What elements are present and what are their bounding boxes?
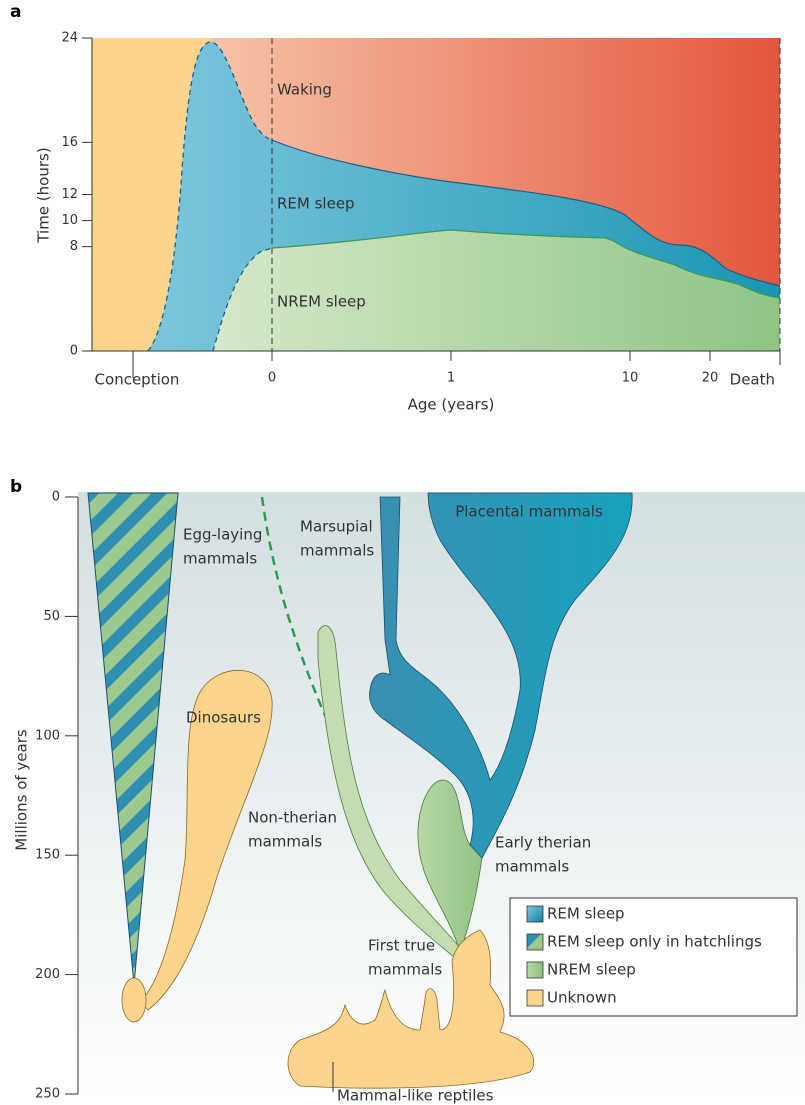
y-tick-label: 100: [35, 728, 60, 743]
figure: a Time (hours) 0 8 10 12 16 24 0 1 10 20 Conception D…: [0, 0, 805, 1105]
group-label: mammals: [248, 833, 322, 851]
x-tick-label: 1: [447, 371, 455, 386]
group-label: mammals: [368, 961, 442, 979]
y-tick-label: 150: [35, 848, 60, 863]
panel-label: b: [10, 477, 22, 497]
legend-label: REM sleep: [547, 905, 625, 923]
legend-swatch: [527, 990, 543, 1006]
y-tick-label: 8: [70, 239, 78, 254]
x-tick-label: 20: [702, 371, 719, 386]
y-tick-label: 0: [70, 344, 78, 359]
group-label: Mammal-like reptiles: [337, 1087, 494, 1105]
panel-label: a: [10, 2, 21, 22]
legend-swatch: [527, 962, 543, 978]
y-tick-label: 24: [61, 31, 78, 46]
y-tick-label: 0: [52, 490, 60, 505]
y-axis-title: Millions of years: [13, 729, 31, 851]
x-tick-label: 10: [622, 371, 639, 386]
y-tick-label: 250: [35, 1087, 60, 1102]
group-label: Early therian: [495, 834, 591, 852]
group-label: Dinosaurs: [186, 709, 261, 727]
legend-label: Unknown: [547, 989, 617, 1007]
legend-swatch: [527, 906, 543, 922]
y-axis-title: Time (hours): [35, 147, 53, 243]
group-label: Marsupial: [300, 518, 373, 536]
y-tick-label: 12: [61, 187, 78, 202]
group-label: Non-therian: [248, 809, 337, 827]
group-label: Placental mammals: [455, 503, 603, 521]
region-label: Waking: [277, 81, 332, 99]
group-label: Egg-laying: [183, 526, 262, 544]
legend-swatch: [527, 934, 543, 950]
y-tick-label: 50: [43, 609, 60, 624]
legend-label: REM sleep only in hatchlings: [547, 933, 762, 951]
x-axis-title: Age (years): [408, 396, 495, 414]
group-label: First true: [368, 937, 435, 955]
y-tick-label: 16: [61, 135, 78, 150]
y-tick-label: 10: [61, 213, 78, 228]
y-tick-label: 200: [35, 967, 60, 982]
ancestor-node: [122, 978, 146, 1022]
x-end-label: Death: [730, 371, 775, 389]
legend-label: NREM sleep: [547, 961, 636, 979]
x-start-label: Conception: [95, 371, 180, 389]
page: {"panel_a": {"label": "a", "y_axis_title…: [0, 0, 805, 1105]
region-label: NREM sleep: [277, 293, 366, 311]
x-tick-label: 0: [268, 371, 276, 386]
group-label: mammals: [183, 550, 257, 568]
region-label: REM sleep: [277, 195, 355, 213]
group-label: mammals: [495, 858, 569, 876]
group-label: mammals: [300, 542, 374, 560]
